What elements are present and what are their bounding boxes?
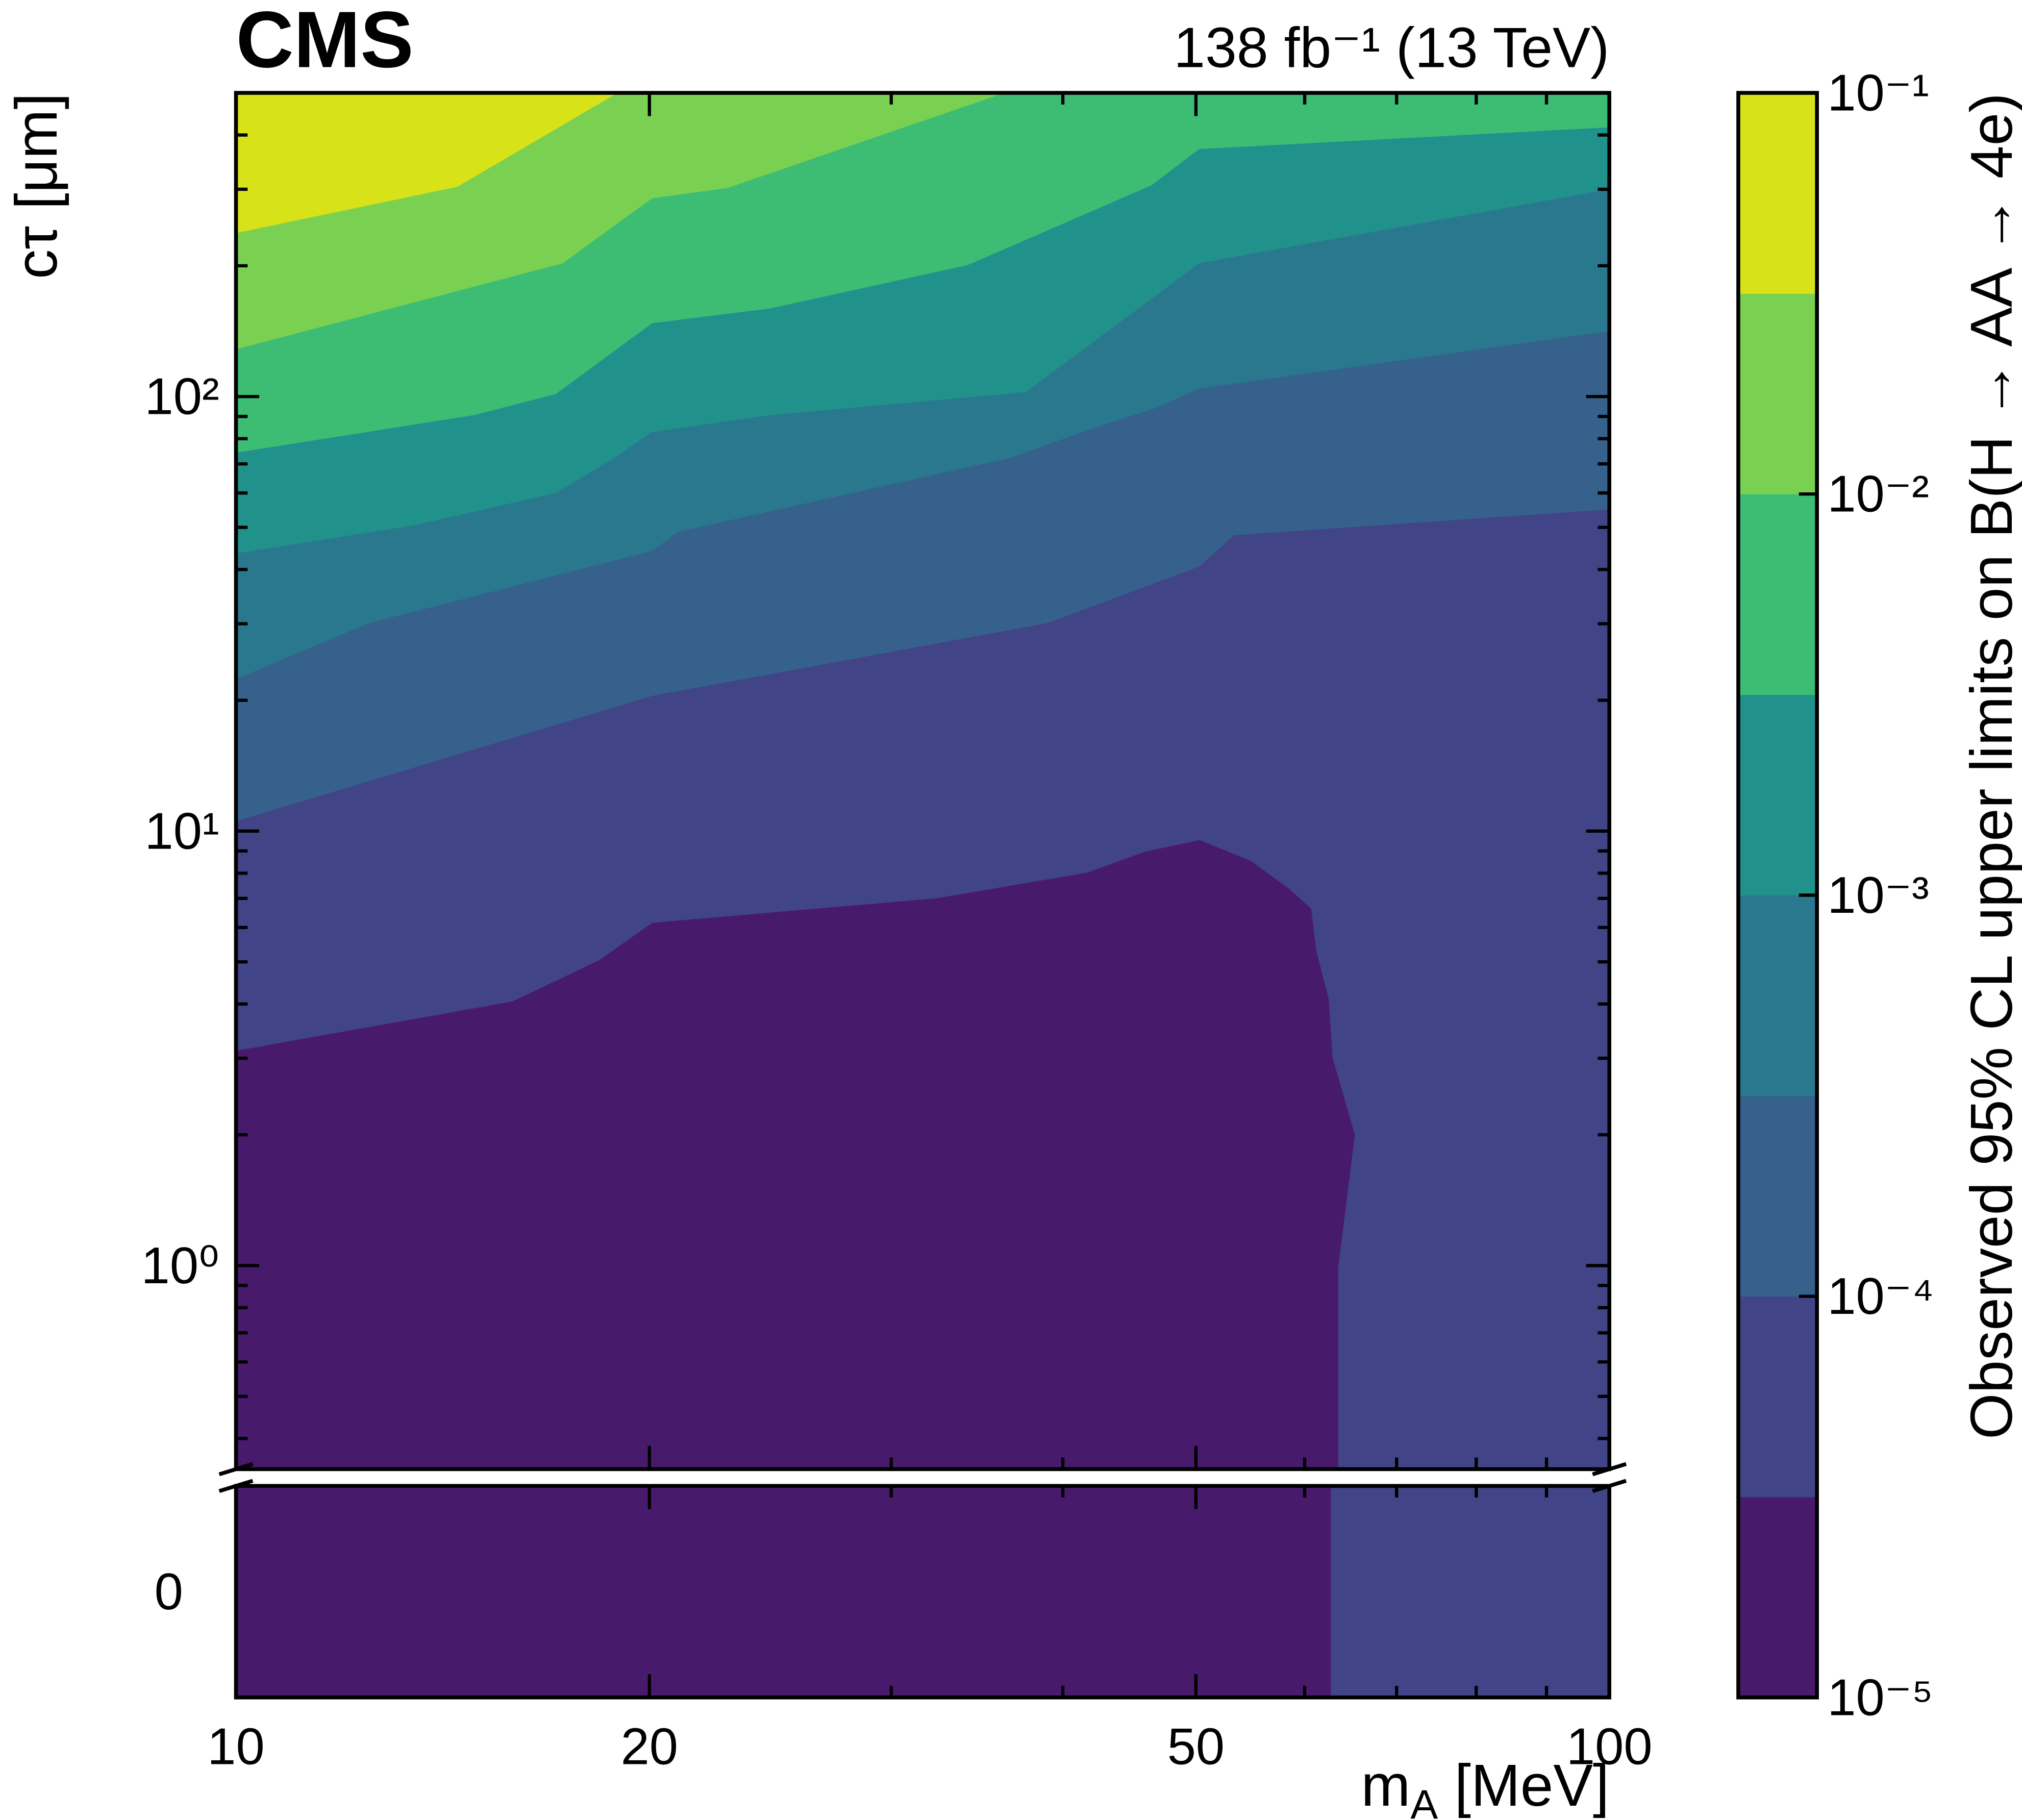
colorbar-tick-label: 10⁻⁵ [1827,1668,1933,1726]
colorbar-band [1738,1095,1817,1297]
y-tick-label: 10⁰ [141,1237,219,1294]
break-mark [1592,1479,1627,1493]
y-tick-label: 10¹ [145,802,219,860]
zero-panel [236,1486,1610,1698]
plot-frame [234,91,1612,1472]
zero-region [1331,1486,1610,1698]
colorbar-band [1738,1497,1817,1698]
contour-region [236,840,1610,1469]
colorbar-band [1738,293,1817,494]
colorbar-tick-label: 10⁻³ [1827,866,1929,924]
x-label-part: m [1361,1752,1410,1818]
colorbar-band [1738,1296,1817,1498]
colorbar-tick-label: 10⁻² [1827,465,1929,523]
zero-region [236,1486,1331,1698]
x-tick-label: 20 [621,1717,678,1775]
y-tick-label: 0 [155,1563,183,1620]
x-tick-label: 100 [1566,1717,1653,1775]
axis-break [218,1462,1627,1493]
chart-subtitle: 138 fb⁻¹ (13 TeV) [1174,15,1609,79]
colorbar-band [1738,493,1817,695]
break-mark [218,1479,254,1493]
colorbar-tick-label: 10⁻¹ [1827,64,1929,122]
chart-title: CMS [236,0,414,84]
break-mark [218,1462,254,1477]
x-label-part: [MeV] [1438,1752,1609,1818]
colorbar-band [1738,694,1817,896]
break-mark [1592,1462,1627,1477]
x-tick-label: 10 [207,1717,264,1775]
zero-panel-frame [234,1484,1612,1700]
colorbar-band [1738,92,1817,294]
x-axis-label: mA [MeV] [1361,1752,1609,1820]
x-tick-label: 50 [1167,1717,1225,1775]
y-tick-label: 10² [145,368,219,426]
x-label-subscript: A [1410,1782,1438,1820]
main-panel [236,93,1610,1469]
colorbar-band [1738,894,1817,1096]
colorbar-tick-label: 10⁻⁴ [1827,1267,1934,1325]
y-axis-label: cτ [μm] [3,93,69,279]
colorbar-label: Observed 95% CL upper limits on B(H → AA… [1958,93,2022,1439]
axes: 10 20 50 100 10⁰ 10¹ 10² 0 10⁻⁵ 10⁻⁴ 10⁻³ 10⁻² 10⁻¹ [141,64,1934,1776]
